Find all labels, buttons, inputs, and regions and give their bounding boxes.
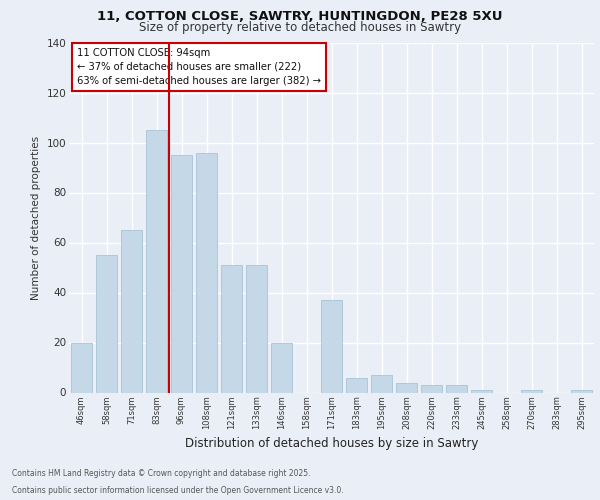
- Bar: [321, 300, 342, 392]
- Text: 11, COTTON CLOSE, SAWTRY, HUNTINGDON, PE28 5XU: 11, COTTON CLOSE, SAWTRY, HUNTINGDON, PE…: [97, 10, 503, 23]
- Bar: [371, 375, 392, 392]
- Text: Size of property relative to detached houses in Sawtry: Size of property relative to detached ho…: [139, 21, 461, 34]
- Bar: [396, 382, 417, 392]
- Bar: [71, 342, 92, 392]
- Bar: [246, 265, 267, 392]
- Bar: [421, 385, 442, 392]
- Bar: [471, 390, 492, 392]
- Bar: [521, 390, 542, 392]
- Text: Contains public sector information licensed under the Open Government Licence v3: Contains public sector information licen…: [12, 486, 344, 495]
- Y-axis label: Number of detached properties: Number of detached properties: [31, 136, 41, 300]
- Bar: [271, 342, 292, 392]
- X-axis label: Distribution of detached houses by size in Sawtry: Distribution of detached houses by size …: [185, 438, 478, 450]
- Bar: [221, 265, 242, 392]
- Bar: [96, 255, 117, 392]
- Bar: [121, 230, 142, 392]
- Bar: [171, 155, 192, 392]
- Text: Contains HM Land Registry data © Crown copyright and database right 2025.: Contains HM Land Registry data © Crown c…: [12, 468, 311, 477]
- Text: 11 COTTON CLOSE: 94sqm
← 37% of detached houses are smaller (222)
63% of semi-de: 11 COTTON CLOSE: 94sqm ← 37% of detached…: [77, 48, 321, 86]
- Bar: [346, 378, 367, 392]
- Bar: [571, 390, 592, 392]
- Bar: [146, 130, 167, 392]
- Bar: [196, 152, 217, 392]
- Bar: [446, 385, 467, 392]
